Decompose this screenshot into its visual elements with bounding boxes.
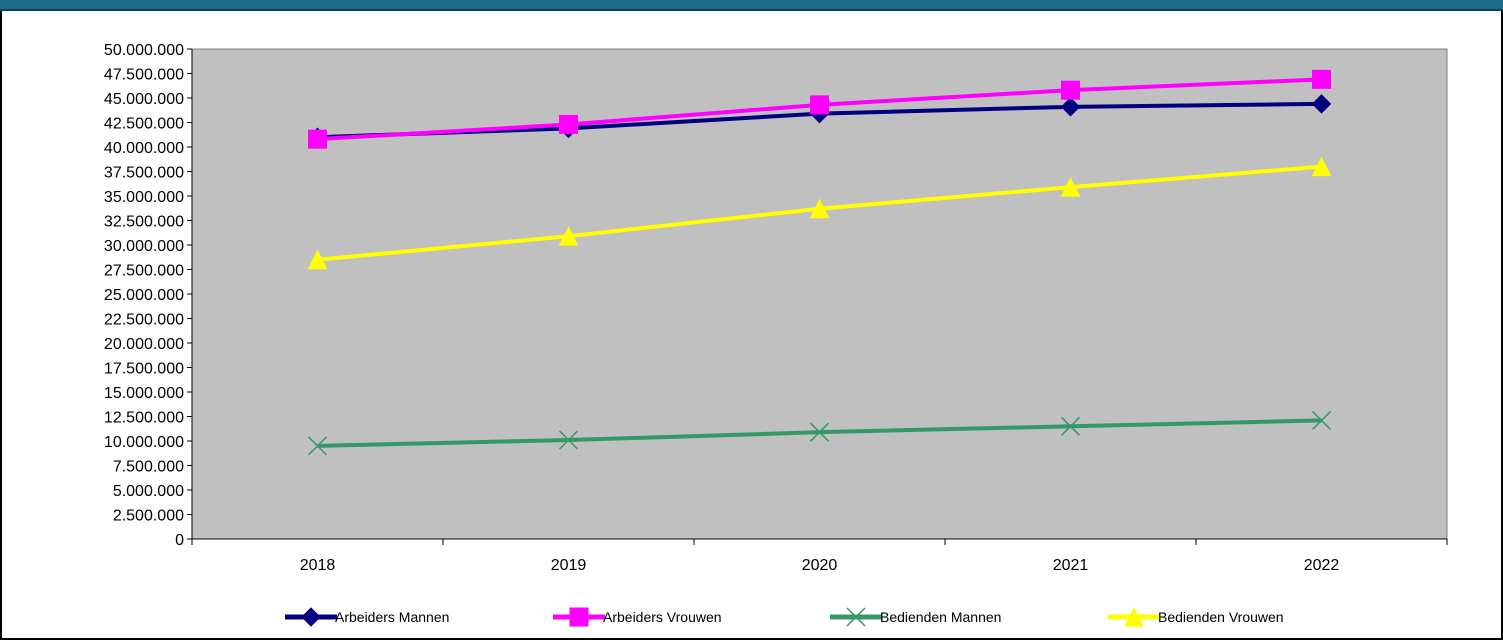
- x-tick-label: 2019: [551, 557, 587, 574]
- data-point: [1311, 94, 1332, 114]
- x-tick-label: 2021: [1053, 557, 1089, 574]
- legend-swatch-marker: [569, 607, 589, 627]
- y-tick-label: 15.000.000: [104, 385, 184, 402]
- header-bar: [0, 0, 1503, 11]
- y-tick-label: 37.500.000: [104, 165, 184, 182]
- data-point: [308, 129, 327, 149]
- legend-label: Bedienden Vrouwen: [1158, 609, 1284, 625]
- y-tick-label: 20.000.000: [104, 336, 184, 353]
- plot-area: [191, 48, 1448, 540]
- y-tick-label: 2.500.000: [113, 508, 184, 525]
- data-point: [559, 114, 578, 134]
- data-point: [307, 249, 328, 270]
- y-tick-label: 32.500.000: [104, 214, 184, 231]
- y-tick-label: 27.500.000: [104, 263, 184, 280]
- legend-label: Arbeiders Mannen: [335, 609, 449, 625]
- y-tick-label: 5.000.000: [113, 483, 184, 500]
- y-tick-label: 42.500.000: [104, 116, 184, 133]
- x-tick-label: 2018: [300, 557, 336, 574]
- data-point: [809, 198, 830, 219]
- legend-label: Bedienden Mannen: [880, 609, 1001, 625]
- data-point: [558, 430, 579, 450]
- y-tick-label: 40.000.000: [104, 140, 184, 157]
- y-tick-label: 30.000.000: [104, 238, 184, 255]
- y-tick-label: 45.000.000: [104, 91, 184, 108]
- data-point: [809, 422, 830, 442]
- legend-swatch-marker: [846, 607, 866, 627]
- legend-swatch-marker: [301, 607, 321, 627]
- y-tick-label: 47.500.000: [104, 67, 184, 84]
- x-tick-label: 2022: [1304, 557, 1340, 574]
- data-point: [1312, 69, 1331, 89]
- x-tick-label: 2020: [802, 557, 838, 574]
- legend-swatch-marker: [1124, 606, 1144, 627]
- y-tick-label: 7.500.000: [113, 459, 184, 476]
- y-tick-label: 10.000.000: [104, 434, 184, 451]
- data-point: [1060, 177, 1081, 197]
- legend-label: Arbeiders Vrouwen: [603, 609, 722, 625]
- data-point: [307, 436, 328, 456]
- y-tick-label: 35.000.000: [104, 189, 184, 206]
- y-tick-label: 12.500.000: [104, 410, 184, 427]
- data-point: [1060, 416, 1081, 436]
- y-tick-label: 17.500.000: [104, 361, 184, 378]
- y-tick-label: 25.000.000: [104, 287, 184, 304]
- data-point: [1311, 156, 1332, 177]
- y-tick-label: 50.000.000: [104, 42, 184, 59]
- data-point: [810, 95, 829, 115]
- data-point: [1311, 410, 1332, 430]
- y-tick-label: 0: [175, 532, 184, 549]
- data-point: [558, 226, 579, 246]
- data-point: [1060, 97, 1081, 117]
- y-tick-label: 22.500.000: [104, 312, 184, 329]
- data-point: [1061, 80, 1080, 100]
